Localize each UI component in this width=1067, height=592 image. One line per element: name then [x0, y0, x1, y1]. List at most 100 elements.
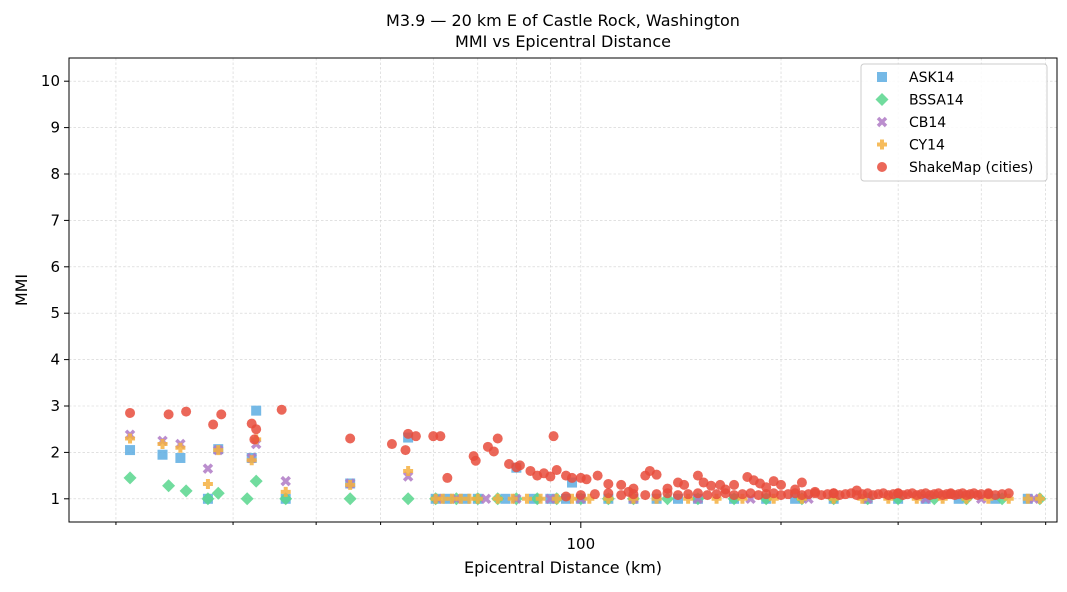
data-point: [276, 404, 287, 415]
data-point-shape: [208, 419, 219, 430]
data-point-shape: [403, 428, 414, 439]
data-point: [470, 455, 481, 466]
data-point-shape: [548, 431, 559, 442]
y-tick-label: 10: [41, 72, 60, 90]
data-point: [403, 465, 414, 476]
data-point-shape: [213, 445, 224, 456]
data-point: [345, 479, 356, 490]
y-tick-label: 2: [50, 443, 60, 461]
data-point-shape: [175, 452, 186, 463]
data-point-shape: [455, 493, 466, 504]
data-point-shape: [589, 489, 600, 500]
data-point: [616, 490, 627, 501]
y-tick-label: 6: [50, 258, 60, 276]
data-point-shape: [125, 445, 136, 456]
legend-label: CY14: [909, 138, 945, 154]
data-point-shape: [446, 493, 457, 504]
data-point-shape: [402, 471, 414, 482]
data-point-shape: [403, 465, 414, 476]
data-point: [464, 493, 475, 504]
data-point-shape: [157, 449, 168, 460]
data-point-shape: [162, 479, 176, 493]
data-point: [442, 472, 453, 483]
legend-marker-shape: [876, 116, 888, 128]
y-axis-label: MMI: [12, 274, 31, 306]
data-point: [720, 488, 731, 499]
data-point-shape: [545, 471, 556, 482]
data-point-shape: [584, 493, 595, 504]
data-point: [514, 460, 525, 471]
plot-area: [123, 404, 1047, 506]
data-point: [1003, 488, 1014, 499]
data-point: [240, 492, 254, 506]
data-point: [616, 479, 627, 490]
data-point-shape: [761, 482, 772, 493]
data-point: [175, 442, 186, 453]
data-point-shape: [345, 433, 356, 444]
data-point-shape: [560, 491, 571, 502]
data-point: [455, 493, 466, 504]
data-point: [729, 479, 740, 490]
data-point: [211, 486, 225, 500]
data-point: [401, 492, 415, 506]
data-point: [400, 445, 411, 456]
legend-entry: CB14: [876, 115, 946, 131]
data-point: [213, 445, 224, 456]
data-point: [249, 434, 260, 445]
data-point-shape: [437, 493, 448, 504]
data-point-shape: [472, 493, 483, 504]
data-point-shape: [545, 493, 556, 505]
data-point-shape: [521, 493, 532, 504]
data-point-shape: [651, 489, 662, 500]
data-point-shape: [157, 439, 168, 450]
data-point-shape: [125, 407, 136, 418]
data-point: [208, 419, 219, 430]
data-point: [175, 452, 186, 463]
data-point: [249, 474, 263, 488]
data-point: [545, 493, 556, 505]
data-point-shape: [745, 488, 756, 499]
data-point-shape: [500, 493, 511, 504]
data-point: [163, 409, 174, 420]
data-point: [125, 407, 136, 418]
data-point: [246, 455, 257, 466]
data-point: [201, 492, 215, 506]
legend-entry: BSSA14: [875, 93, 964, 109]
data-point-shape: [1022, 493, 1033, 504]
y-tick-label: 8: [50, 165, 60, 183]
data-point: [123, 471, 137, 485]
data-point: [692, 470, 703, 481]
data-point: [251, 405, 262, 416]
data-point-shape: [603, 488, 614, 499]
data-point-shape: [240, 492, 254, 506]
data-point: [162, 479, 176, 493]
data-point: [567, 472, 578, 483]
data-point-shape: [575, 490, 586, 501]
chart-subtitle: MMI vs Epicentral Distance: [455, 32, 671, 51]
legend-marker-shape: [877, 162, 887, 172]
data-point: [545, 471, 556, 482]
data-point: [507, 493, 518, 504]
data-point-shape: [251, 424, 262, 435]
legend-label: CB14: [909, 115, 946, 131]
axis-ticks: 1 2 3 4 5 6 7 8 9 10 100: [41, 72, 1047, 553]
data-point: [492, 493, 503, 504]
data-point: [125, 433, 136, 444]
legend-marker: [877, 72, 887, 82]
data-point-shape: [706, 480, 717, 491]
data-point-shape: [211, 486, 225, 500]
data-point: [706, 480, 717, 491]
y-tick-label: 3: [50, 397, 60, 415]
data-point-shape: [280, 475, 291, 487]
data-point: [584, 493, 595, 504]
data-point-shape: [1034, 493, 1045, 504]
data-point: [698, 477, 709, 488]
data-point: [737, 489, 748, 500]
data-point-shape: [123, 471, 137, 485]
data-point-shape: [592, 470, 603, 481]
data-point: [575, 490, 586, 501]
data-point: [535, 493, 546, 504]
data-point: [745, 488, 756, 499]
data-point-shape: [535, 493, 546, 504]
